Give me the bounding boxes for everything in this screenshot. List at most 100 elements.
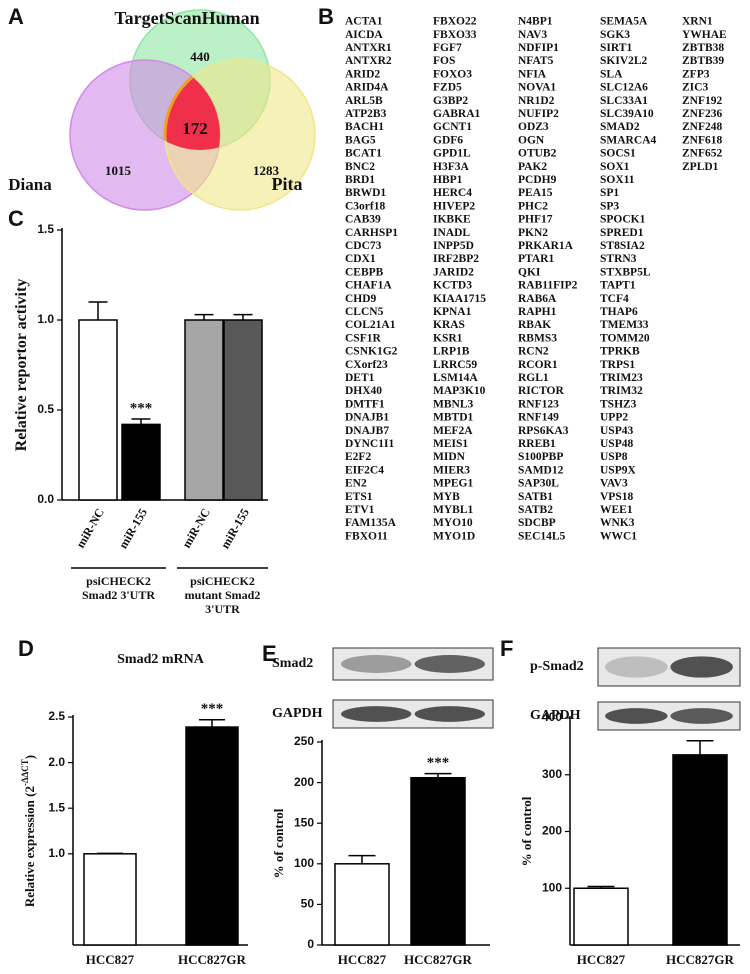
gene-name: SDCBP	[518, 517, 556, 529]
y-axis-label: Relative reportor activity	[13, 279, 30, 452]
y-tick-label: 200	[294, 775, 314, 789]
blot-band	[670, 656, 733, 678]
y-tick-label: 1.0	[37, 312, 54, 326]
blot-band	[605, 656, 668, 678]
bar	[185, 726, 239, 946]
gene-name: MEF2A	[433, 425, 473, 437]
gene-name: BRD1	[345, 174, 375, 186]
chart-title: Smad2 mRNA	[117, 652, 205, 667]
group-label: 3'UTR	[205, 602, 240, 616]
blot-band	[414, 655, 485, 673]
x-tick-label: miR-NC	[179, 506, 213, 551]
gene-name: RPS6KA3	[518, 425, 569, 437]
gene-name: CDC73	[345, 240, 382, 252]
panel-label: F	[500, 636, 513, 661]
gene-name: ZBTB39	[682, 55, 724, 67]
y-tick-label: 1.5	[48, 800, 65, 814]
blot-band	[341, 706, 412, 722]
gene-name: ETV1	[345, 504, 375, 516]
gene-name: WNK3	[600, 517, 635, 529]
venn-set-label: TargetScanHuman	[114, 8, 259, 28]
bar	[573, 887, 629, 946]
y-label-text: Relative expression (2	[22, 786, 37, 907]
gene-name: SOCS1	[600, 148, 636, 160]
gene-name: TCF4	[600, 293, 629, 305]
gene-name: KRAS	[433, 319, 465, 331]
gene-name: CDX1	[345, 253, 376, 265]
blot-label: p-Smad2	[530, 659, 584, 674]
gene-name: ACTA1	[345, 16, 383, 28]
gene-name: SLC39A10	[600, 108, 654, 120]
gene-name: GDF6	[433, 134, 463, 146]
gene-name: UPP2	[600, 412, 628, 424]
gene-name: NDFIP1	[518, 42, 559, 54]
gene-name: STRN3	[600, 253, 637, 265]
gene-name: YWHAE	[682, 29, 727, 41]
blot-band	[605, 708, 668, 724]
gene-name: RAPH1	[518, 306, 557, 318]
panel-label: A	[8, 4, 24, 29]
gene-name: ODZ3	[518, 121, 549, 133]
gene-name: USP48	[600, 438, 633, 450]
y-axis-label: % of control	[519, 796, 534, 866]
group-label: mutant Smad2	[185, 588, 261, 602]
gene-name: SP1	[600, 187, 619, 199]
gene-name: DYNC1I1	[345, 438, 394, 450]
bar	[410, 776, 466, 946]
blot-band	[414, 706, 485, 722]
panel-label: C	[8, 206, 24, 231]
gene-name: TPRKB	[600, 346, 640, 358]
gene-name: PKN2	[518, 227, 548, 239]
gene-name: XRN1	[682, 16, 713, 28]
gene-name: ZBTB38	[682, 42, 724, 54]
gene-name: NUFIP2	[518, 108, 559, 120]
gene-name: ZFP3	[682, 68, 710, 80]
gene-name: CSNK1G2	[345, 346, 398, 358]
blot-label: GAPDH	[272, 706, 323, 721]
significance: ***	[427, 755, 450, 771]
gene-name: TRPS1	[600, 359, 635, 371]
gene-name: RNF149	[518, 412, 559, 424]
gene-name: ATP2B3	[345, 108, 387, 120]
gene-name: GPD1L	[433, 148, 471, 160]
gene-name: BAG5	[345, 134, 376, 146]
x-tick-label: HCC827GR	[404, 952, 473, 967]
gene-name: RREB1	[518, 438, 556, 450]
bar	[184, 319, 224, 501]
y-tick-label: 150	[294, 815, 314, 829]
gene-name: ZNF618	[682, 134, 723, 146]
gene-name: SOX11	[600, 174, 635, 186]
gene-name: MYBL1	[433, 504, 474, 516]
y-axis-label: Relative expression (2-ΔΔCT)	[20, 755, 37, 907]
gene-name: MBTD1	[433, 412, 474, 424]
gene-name: CAB39	[345, 214, 381, 226]
gene-name: TOMM20	[600, 332, 650, 344]
y-label-sup: -ΔΔCT	[20, 759, 30, 786]
blot-label: Smad2	[272, 656, 313, 671]
gene-name: HERC4	[433, 187, 472, 199]
panel-label: B	[318, 4, 334, 29]
gene-name: SAMD12	[518, 464, 564, 476]
gene-name: DMTF1	[345, 398, 385, 410]
gene-name: KIAA1715	[433, 293, 486, 305]
venn-set-label: Diana	[8, 175, 52, 194]
gene-name: CSF1R	[345, 332, 381, 344]
gene-name: SATB1	[518, 491, 553, 503]
gene-name: ZNF248	[682, 121, 723, 133]
gene-name: GCNT1	[433, 121, 472, 133]
gene-name: KPNA1	[433, 306, 472, 318]
gene-name: FZD5	[433, 82, 462, 94]
gene-name: VAV3	[600, 478, 628, 490]
gene-name: ZNF236	[682, 108, 723, 120]
gene-name: SLC33A1	[600, 95, 648, 107]
gene-name: MIDN	[433, 451, 466, 463]
gene-name: GABRA1	[433, 108, 481, 120]
y-tick-label: 100	[294, 856, 314, 870]
gene-name: CHAF1A	[345, 280, 392, 292]
gene-name: PAK2	[518, 161, 547, 173]
gene-name: INPP5D	[433, 240, 474, 252]
gene-name: RNF123	[518, 398, 559, 410]
y-label-text: Relative reportor activity	[13, 279, 30, 452]
gene-name: MYO1D	[433, 530, 475, 542]
